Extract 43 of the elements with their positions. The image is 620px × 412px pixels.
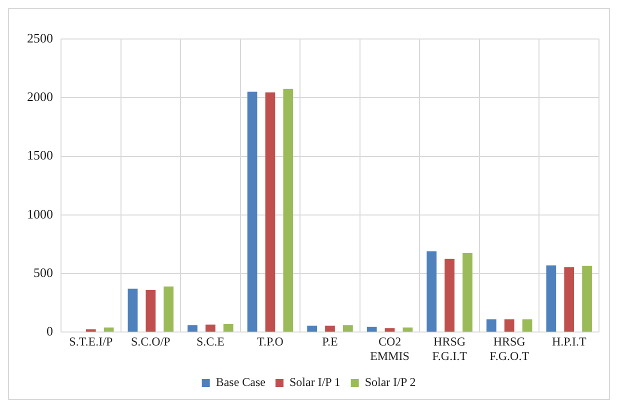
bar [188, 325, 198, 332]
y-tick-label: 1000 [27, 206, 53, 222]
x-tick-label: HRSG F.G.O.T [490, 334, 530, 363]
bar [206, 324, 216, 332]
x-tick-label: H.P.I.T [552, 334, 587, 349]
bar [444, 258, 454, 332]
y-tick-label: 0 [46, 324, 53, 339]
x-tick-label: CO2 EMMIS [370, 334, 410, 363]
bar [546, 265, 556, 332]
bar [223, 324, 234, 332]
legend-label: Solar I/P 1 [289, 375, 340, 390]
x-tick-label: S.C.E [196, 334, 224, 349]
bar [504, 319, 514, 332]
bar [128, 288, 138, 332]
legend-label: Solar I/P 2 [364, 375, 416, 390]
bar [486, 319, 496, 332]
bar [366, 326, 377, 332]
bar [384, 328, 395, 332]
bar [265, 92, 276, 332]
bar [522, 319, 532, 332]
y-tick-label: 2000 [27, 89, 53, 104]
bar [307, 326, 317, 332]
x-tick-label: S.T.E.I/P [69, 334, 113, 349]
y-tick-label: 500 [34, 264, 53, 280]
bar [402, 328, 413, 332]
bar [343, 325, 353, 332]
bar [426, 251, 437, 332]
bar [462, 253, 472, 332]
bar [283, 88, 294, 332]
bar [564, 267, 574, 332]
y-tick-label: 1500 [27, 148, 53, 163]
bar [247, 92, 258, 332]
x-tick-label: HRSG F.G.I.T [432, 334, 468, 363]
x-tick-label: T.P.O [256, 334, 284, 349]
x-tick-label: P.E [322, 334, 338, 349]
bar [164, 286, 174, 332]
bar [325, 326, 335, 332]
bar [104, 328, 114, 332]
x-tick-label: S.C.O/P [130, 334, 171, 349]
bar [146, 290, 156, 332]
y-tick-label: 2500 [27, 30, 53, 46]
bar [582, 266, 592, 332]
legend-label: Base Case [216, 375, 266, 390]
